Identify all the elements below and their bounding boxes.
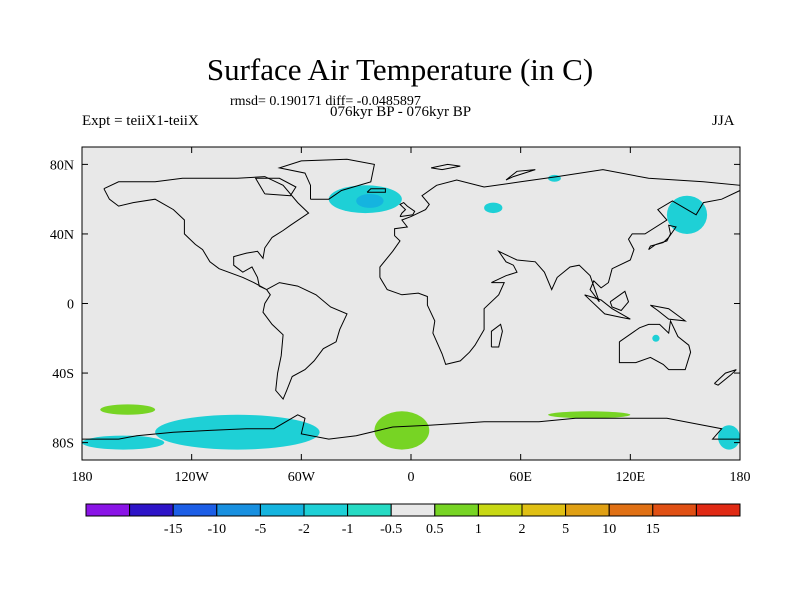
y-tick-label: 0 — [67, 298, 74, 313]
coastline-madagascar — [490, 323, 503, 348]
coastline-antarctica — [82, 414, 740, 440]
coastline-north-america — [103, 176, 310, 291]
coastline-borneo — [609, 290, 630, 312]
anomaly-ross-amundsen-sea — [155, 414, 320, 450]
coastline-africa-eurasia — [379, 169, 741, 365]
x-tick-label: 0 — [408, 470, 415, 485]
anomaly-ross-sea-west — [82, 435, 165, 450]
coastline-baffin-island — [254, 177, 297, 197]
anomaly-south-atlantic — [374, 411, 430, 450]
y-tick-label: 80S — [52, 437, 74, 452]
anomaly-australia-north — [652, 334, 660, 342]
colorbar-swatch — [477, 503, 523, 517]
anomaly-kamchatka — [666, 195, 708, 234]
axis-ticks: 180 120W 60W 0 60E 120E 180 80N 40N 0 40S 80S — [50, 147, 751, 485]
coastline-new-zealand — [714, 369, 737, 386]
colorbar-label: 15 — [646, 522, 660, 537]
colorbar: -15 -10 -5 -2 -1 -0.5 0.5 1 2 5 10 15 — [85, 503, 741, 537]
colorbar-swatch — [695, 503, 741, 517]
map-title: Surface Air Temperature (in C) — [206, 52, 594, 87]
coastline-greenland — [277, 158, 375, 200]
colorbar-swatch — [216, 503, 261, 517]
colorbar-swatch — [390, 503, 436, 517]
colorbar-label: 1 — [475, 522, 482, 537]
anomaly-barents-sea — [484, 202, 503, 214]
colorbar-swatch — [608, 503, 654, 517]
x-tick-label: 180 — [730, 470, 751, 485]
coastline-new-guinea — [650, 304, 687, 322]
colorbar-swatch — [259, 503, 305, 517]
colorbar-label: -2 — [298, 522, 310, 537]
colorbar-swatch — [172, 503, 218, 517]
colorbar-label: -5 — [255, 522, 267, 537]
x-tick-label: 60E — [509, 470, 532, 485]
anomaly-south-pacific-west — [100, 404, 156, 415]
colorbar-swatch — [129, 503, 174, 517]
coastlines — [82, 158, 741, 440]
colorbar-label: -10 — [207, 522, 226, 537]
anomaly-southern-ocean-green — [548, 411, 631, 419]
coastline-australia — [618, 319, 692, 371]
colorbar-label: -0.5 — [380, 522, 402, 537]
coastline-japan — [648, 224, 677, 251]
x-tick-label: 120E — [616, 470, 646, 485]
anomaly-east-antarctica — [718, 425, 740, 450]
coastline-south-america — [262, 282, 348, 401]
x-tick-label: 120W — [175, 470, 210, 485]
coastline-iceland — [366, 188, 386, 193]
y-tick-label: 80N — [50, 158, 74, 173]
coastline-uk — [399, 201, 416, 218]
y-tick-label: 40N — [50, 228, 74, 243]
anomaly-fields — [82, 174, 740, 450]
coastline-svalbard — [430, 163, 461, 171]
period-label: 076kyr BP - 076kyr BP — [330, 104, 472, 120]
colorbar-label: 0.5 — [426, 522, 444, 537]
colorbar-label: -15 — [164, 522, 183, 537]
colorbar-swatch — [652, 503, 697, 517]
colorbar-swatch — [565, 503, 610, 517]
colorbar-swatch — [521, 503, 567, 517]
colorbar-label: 10 — [602, 522, 616, 537]
season-label: JJA — [712, 113, 735, 129]
colorbar-swatch — [303, 503, 349, 517]
experiment-label: Expt = teiiX1-teiiX — [82, 113, 199, 129]
colorbar-label: 2 — [519, 522, 526, 537]
colorbar-label: -1 — [342, 522, 354, 537]
colorbar-swatch — [85, 503, 131, 517]
anomaly-north-atlantic-core — [356, 193, 384, 208]
x-tick-label: 60W — [288, 470, 316, 485]
stats-label: rmsd= 0.190171 diff= -0.0485897 — [230, 94, 421, 109]
coastline-novaya-zemlya — [505, 169, 536, 181]
coastline-indonesia — [584, 294, 631, 320]
map-background — [82, 147, 740, 460]
colorbar-label: 5 — [562, 522, 569, 537]
x-tick-label: 180 — [72, 470, 93, 485]
colorbar-swatch — [347, 503, 392, 517]
y-tick-label: 40S — [52, 367, 74, 382]
colorbar-swatch — [434, 503, 479, 517]
